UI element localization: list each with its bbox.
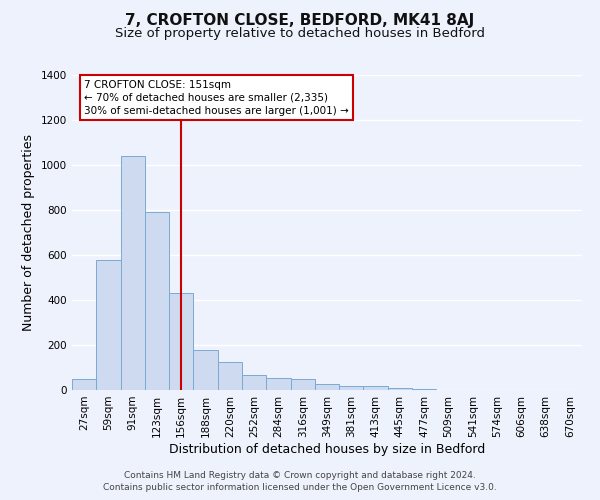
- Text: 7, CROFTON CLOSE, BEDFORD, MK41 8AJ: 7, CROFTON CLOSE, BEDFORD, MK41 8AJ: [125, 12, 475, 28]
- Bar: [193, 350, 218, 390]
- Bar: [388, 388, 412, 390]
- Text: 7 CROFTON CLOSE: 151sqm
← 70% of detached houses are smaller (2,335)
30% of semi: 7 CROFTON CLOSE: 151sqm ← 70% of detache…: [84, 80, 349, 116]
- Bar: [145, 212, 169, 390]
- Text: Size of property relative to detached houses in Bedford: Size of property relative to detached ho…: [115, 28, 485, 40]
- Y-axis label: Number of detached properties: Number of detached properties: [22, 134, 35, 331]
- Bar: [266, 378, 290, 390]
- Bar: [412, 389, 436, 390]
- Bar: [218, 362, 242, 390]
- Bar: [315, 384, 339, 390]
- Bar: [169, 293, 193, 390]
- Bar: [364, 386, 388, 390]
- Bar: [290, 379, 315, 390]
- Bar: [96, 260, 121, 390]
- Bar: [72, 379, 96, 390]
- Bar: [121, 156, 145, 390]
- X-axis label: Distribution of detached houses by size in Bedford: Distribution of detached houses by size …: [169, 442, 485, 456]
- Text: Contains HM Land Registry data © Crown copyright and database right 2024.
Contai: Contains HM Land Registry data © Crown c…: [103, 471, 497, 492]
- Bar: [242, 376, 266, 390]
- Bar: [339, 386, 364, 390]
